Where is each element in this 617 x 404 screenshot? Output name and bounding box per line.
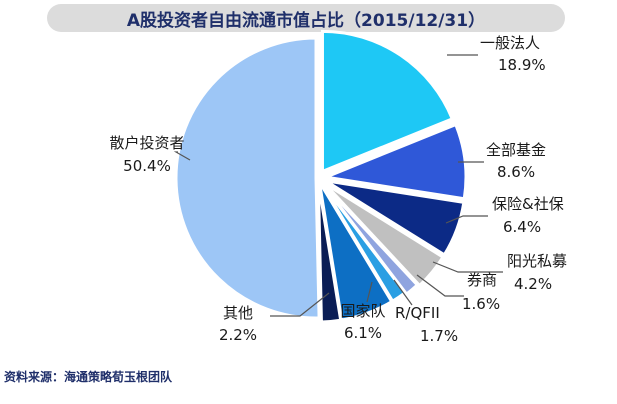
slice-value-retail: 50.4%	[123, 157, 171, 175]
title-bar	[47, 4, 565, 32]
slice-value-funds: 8.6%	[497, 163, 535, 181]
slice-value-private-fund: 4.2%	[514, 275, 552, 293]
slice-value-other: 2.2%	[219, 326, 257, 344]
chart-title: A股投资者自由流通市值占比（2015/12/31）	[127, 10, 485, 31]
leader-line-private-fund	[432, 261, 503, 273]
leader-line-other	[270, 292, 330, 317]
leader-line-national-team	[366, 281, 373, 303]
pie-slice-insurance	[324, 179, 466, 257]
slice-label-national-team: 国家队	[340, 302, 385, 320]
pie-slice-retail	[174, 36, 321, 320]
slice-label-insurance: 保险&社保	[492, 195, 564, 213]
slice-label-retail: 散户投资者	[109, 134, 184, 152]
slice-label-legal-entity: 一般法人	[480, 34, 540, 52]
slice-label-other: 其他	[223, 304, 253, 322]
pie-slice-broker	[320, 181, 420, 297]
pie-slice-funds	[320, 122, 468, 201]
slice-value-broker: 1.6%	[462, 295, 500, 313]
leader-line-retail	[173, 151, 191, 161]
leader-line-qfii	[393, 279, 413, 306]
pie-chart: A股投资者自由流通市值占比（2015/12/31） 一般法人 18.9% 全部基金 8…	[109, 10, 567, 345]
pie-slice-other	[316, 181, 343, 324]
pie-slice-private-fund	[323, 181, 446, 288]
slice-value-insurance: 6.4%	[503, 218, 541, 236]
pie-slice-legal-entity	[320, 29, 455, 174]
chart-frame: A股投资者自由流通市值占比（2015/12/31） 一般法人 18.9% 全部基金 8…	[47, 4, 567, 345]
slice-value-national-team: 6.1%	[344, 324, 382, 342]
slice-label-broker: 券商	[467, 271, 497, 289]
slice-label-qfii: R/QFII	[395, 304, 440, 322]
slice-value-qfii: 1.7%	[420, 327, 458, 345]
source-note: 资料来源：海通策略荀玉根团队	[4, 370, 173, 384]
leader-line-insurance	[445, 215, 488, 224]
leader-line-broker	[416, 274, 464, 297]
slice-label-funds: 全部基金	[486, 141, 546, 159]
slice-value-legal-entity: 18.9%	[498, 56, 546, 74]
slice-label-private-fund: 阳光私募	[507, 252, 567, 270]
